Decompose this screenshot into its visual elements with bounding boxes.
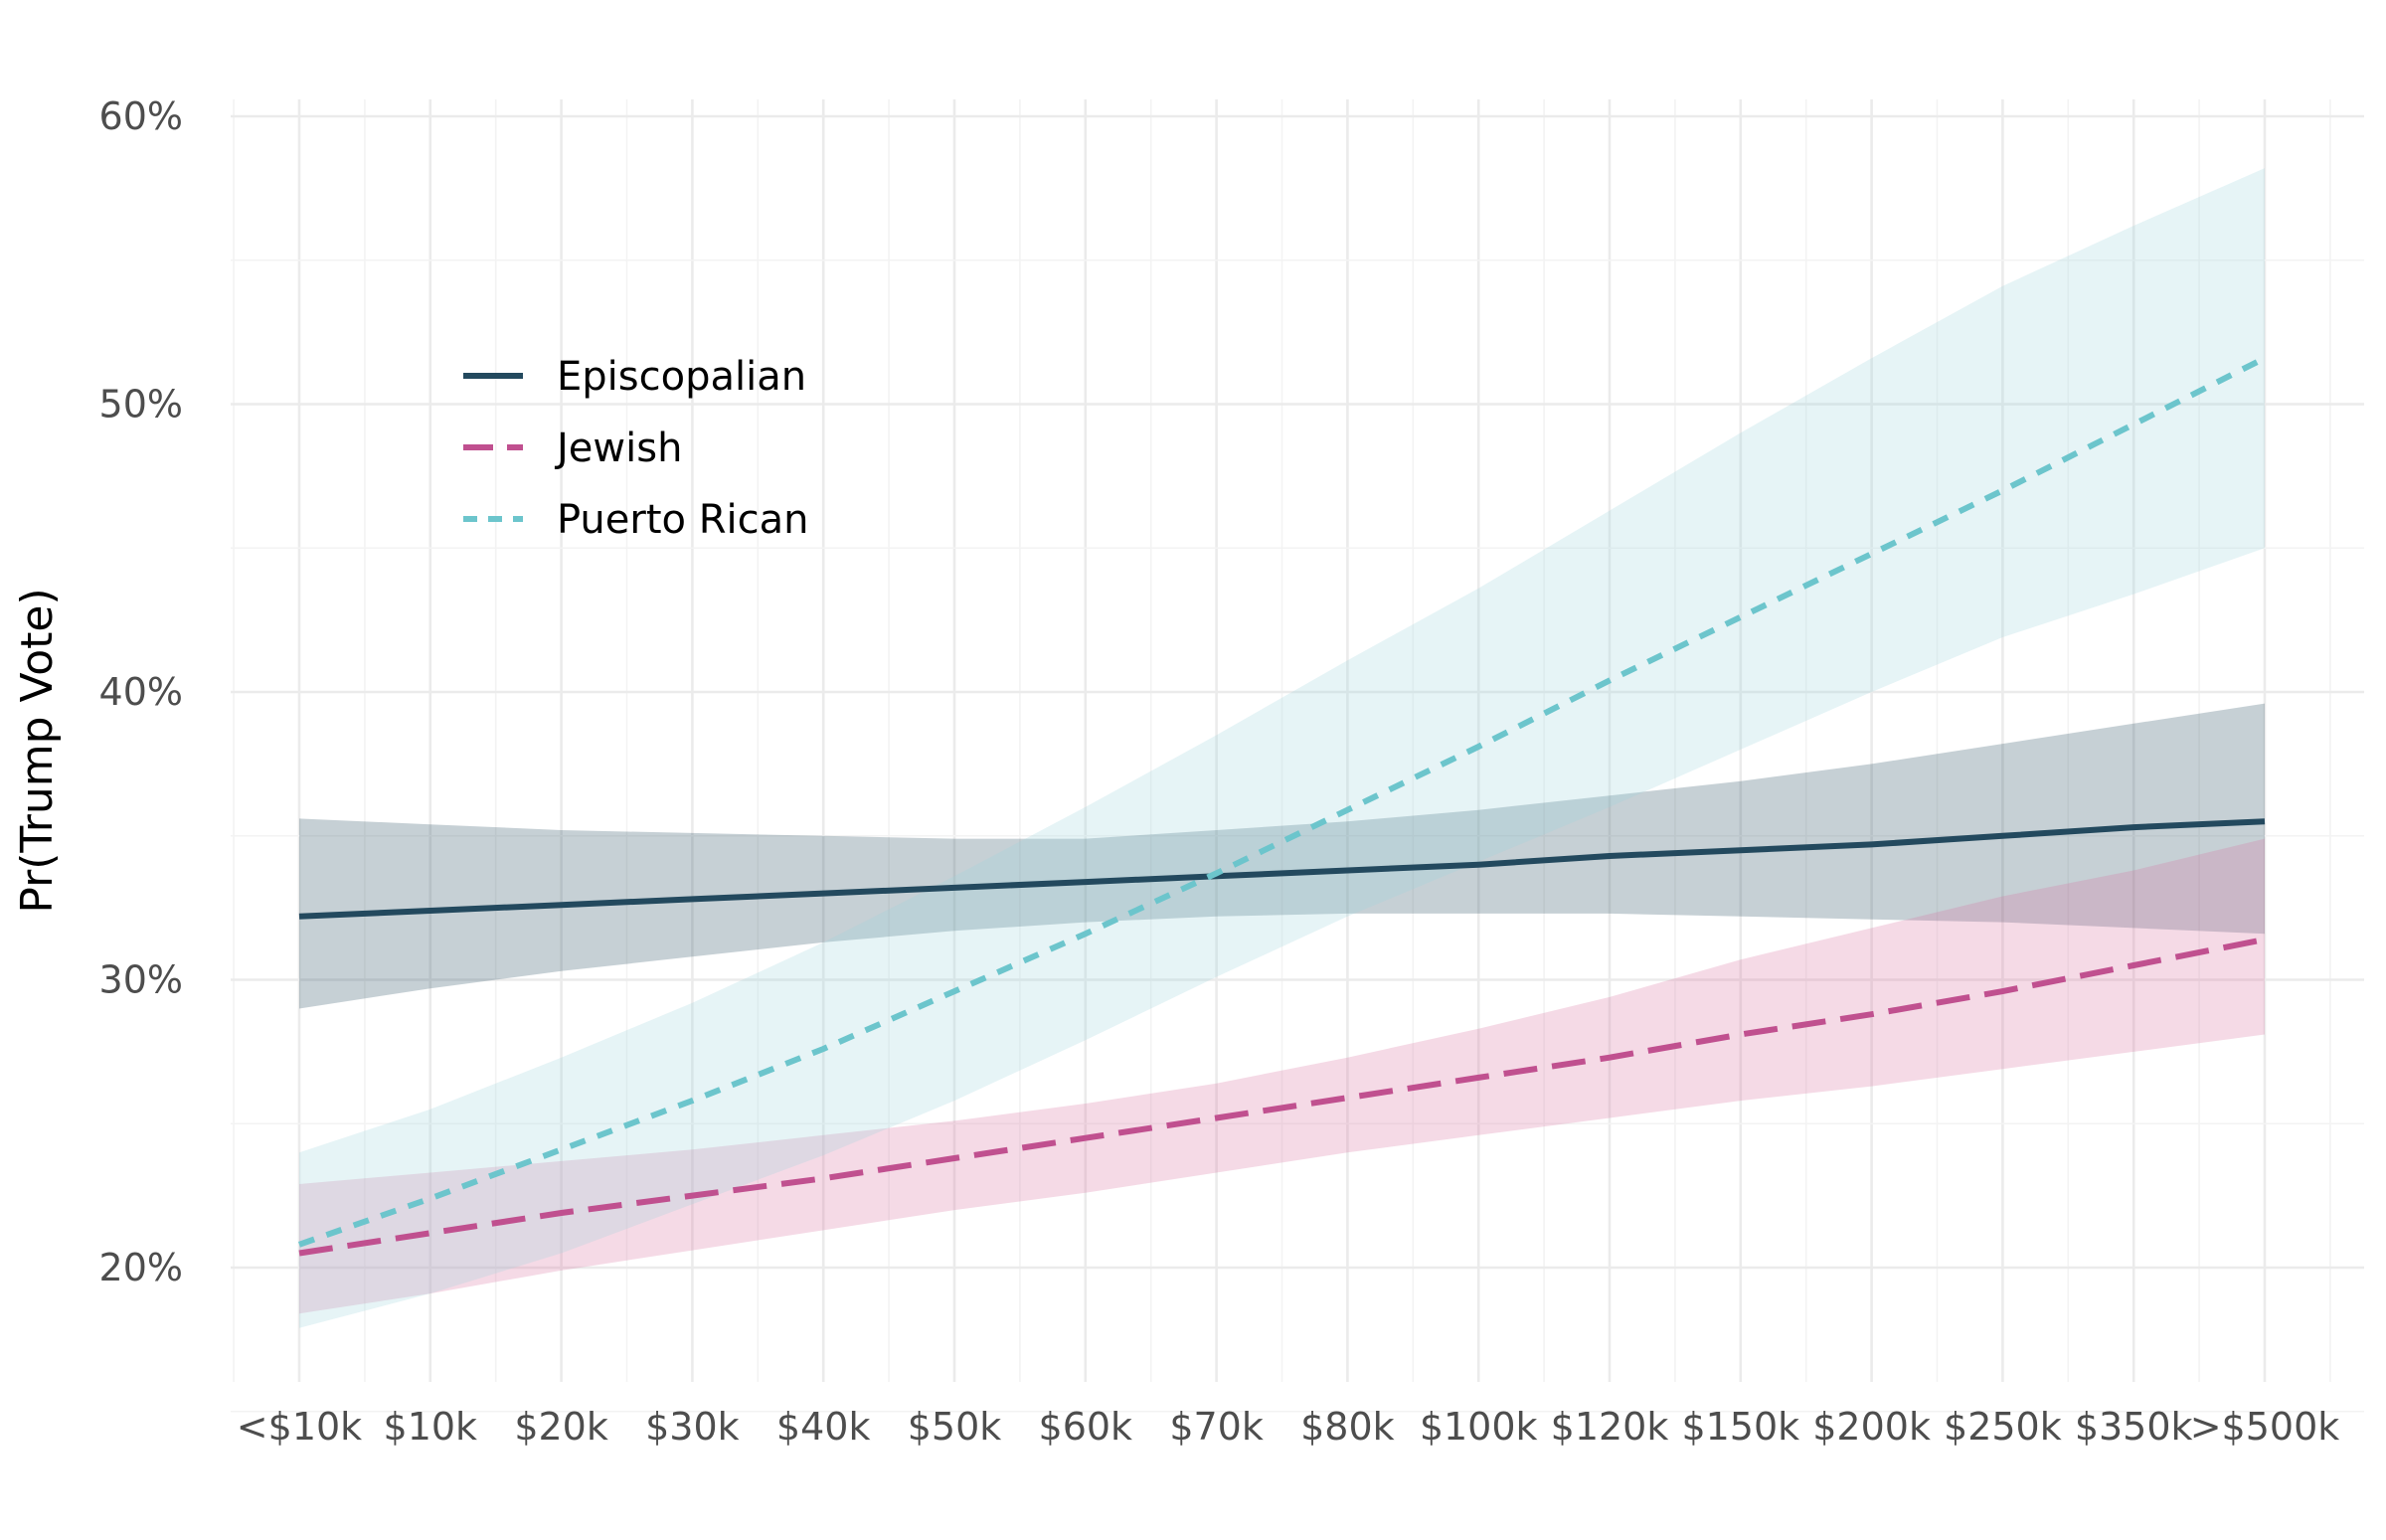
y-axis-title: Pr(Trump Vote): [12, 588, 63, 913]
x-axis-ticks: <$10k $10k $20k $30k $40k $50k $60k $70k $80k $10…: [237, 1405, 2339, 1449]
confidence-band-episcopalian: [299, 703, 2265, 1009]
x-tick-label: $10k: [384, 1405, 478, 1449]
x-tick-label: $200k: [1812, 1405, 1931, 1449]
confidence-bands: [299, 168, 2265, 1328]
x-tick-label: $120k: [1551, 1405, 1669, 1449]
series-line-puerto-rican: [298, 355, 2267, 1248]
y-axis-ticks: 20% 30% 40% 50% 60%: [99, 94, 183, 1289]
legend-label: Episcopalian: [557, 354, 806, 400]
series-lines: [298, 355, 2267, 1257]
y-tick-label: 50%: [99, 383, 183, 427]
y-tick-label: 60%: [99, 94, 183, 138]
legend: Episcopalian Jewish Puerto Rican: [463, 354, 808, 543]
x-tick-label: <$10k: [237, 1405, 362, 1449]
y-tick-label: 20%: [99, 1246, 183, 1289]
x-tick-label: $80k: [1300, 1405, 1395, 1449]
x-tick-label: $150k: [1681, 1405, 1799, 1449]
grid: [231, 99, 2364, 1413]
y-tick-label: 40%: [99, 670, 183, 714]
x-tick-label: $60k: [1039, 1405, 1133, 1449]
confidence-band-puerto-rican: [299, 168, 2265, 1328]
x-tick-label: $350k: [2075, 1405, 2193, 1449]
x-tick-label: $40k: [776, 1405, 871, 1449]
x-tick-label: $100k: [1420, 1405, 1538, 1449]
legend-label: Puerto Rican: [557, 497, 808, 543]
series-line-jewish: [298, 937, 2266, 1257]
x-tick-label: $20k: [514, 1405, 608, 1449]
x-tick-label: $30k: [645, 1405, 740, 1449]
x-tick-label: $70k: [1169, 1405, 1264, 1449]
y-tick-label: 30%: [99, 958, 183, 1002]
confidence-band-jewish: [299, 838, 2265, 1314]
series-line-episcopalian: [298, 818, 2266, 920]
x-tick-label: >$500k: [2190, 1405, 2340, 1449]
x-tick-label: $50k: [908, 1405, 1002, 1449]
x-tick-label: $250k: [1944, 1405, 2062, 1449]
legend-label: Jewish: [554, 426, 682, 471]
